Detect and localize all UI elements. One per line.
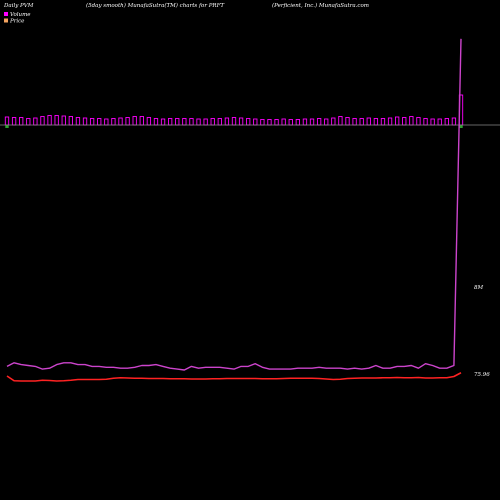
chart-title-right: (Perficient, Inc.) MunafaSutra.com — [272, 2, 369, 9]
legend-volume-label: Volume — [10, 12, 31, 18]
legend-volume-swatch — [4, 12, 8, 16]
legend-price-label: Price — [9, 19, 25, 25]
chart-title-center: (5day smooth) MunafaSutra(TM) charts for… — [86, 2, 224, 9]
legend-price-swatch — [4, 18, 8, 23]
price-line — [6, 372, 462, 382]
price-last-label: 75.96 — [474, 372, 490, 378]
line-series — [6, 38, 462, 382]
volume-max-label: 8M — [474, 285, 483, 291]
chart-title-left: Daily PVM — [3, 3, 34, 9]
legend: Volume Price — [4, 12, 31, 25]
pvm-line — [6, 38, 462, 371]
volume-bar-down-marker — [5, 125, 9, 128]
volume-bar-down-marker — [459, 125, 463, 128]
